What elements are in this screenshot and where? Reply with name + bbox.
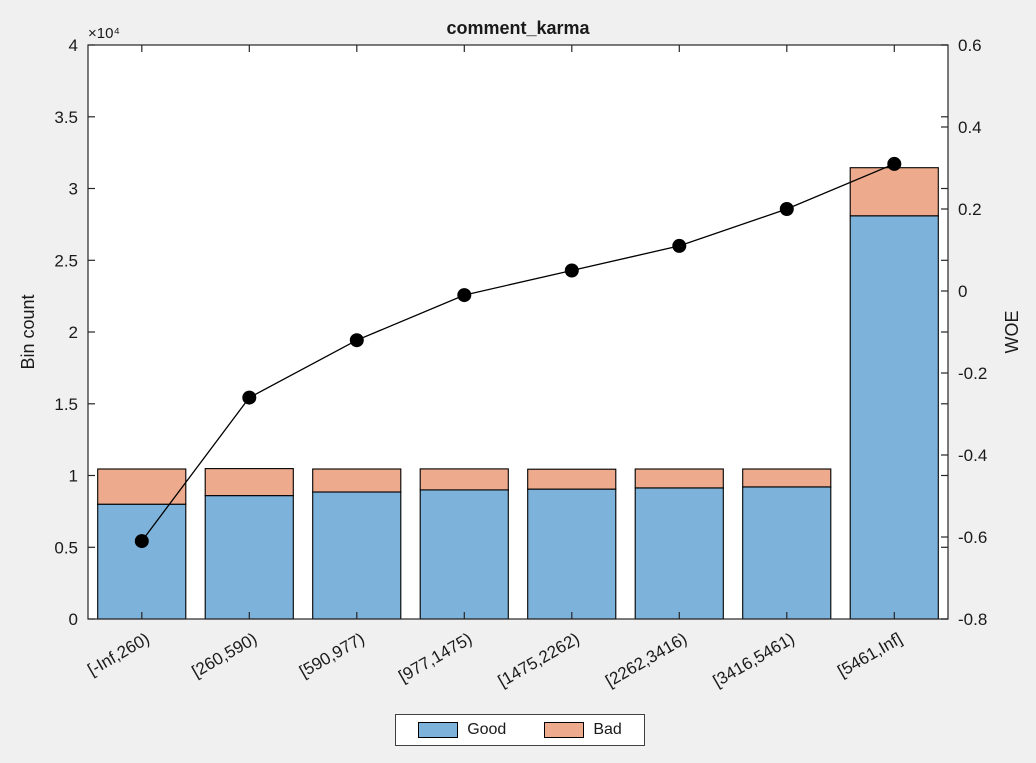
bar-segment-bad-0 bbox=[97, 468, 187, 505]
x-category-label-3: [977,1475) bbox=[395, 629, 475, 686]
bar-segment-good-6 bbox=[742, 486, 832, 620]
right-tick-label-5: 0.2 bbox=[958, 200, 982, 219]
bar-segment-bad-2 bbox=[312, 468, 402, 493]
bar-segment-bad-6 bbox=[742, 468, 832, 488]
legend-label-bad: Bad bbox=[593, 721, 622, 738]
left-tick-label-0: 0 bbox=[69, 610, 78, 629]
bar-segment-good-5 bbox=[634, 487, 724, 620]
right-tick-label-3: -0.2 bbox=[958, 364, 987, 383]
legend-label-good: Good bbox=[467, 721, 507, 738]
right-tick-label-2: -0.4 bbox=[958, 446, 987, 465]
woe-point-3 bbox=[457, 288, 472, 303]
bar-segment-bad-7 bbox=[849, 167, 939, 217]
right-tick-label-4: 0 bbox=[958, 282, 967, 301]
bad-swatch-icon bbox=[544, 722, 585, 738]
right-tick-label-6: 0.4 bbox=[958, 118, 982, 137]
woe-line-group bbox=[134, 156, 902, 549]
left-tick-label-6: 3 bbox=[69, 180, 78, 199]
x-category-label-7: [5461,Inf] bbox=[834, 629, 905, 681]
left-tick-label-8: 4 bbox=[69, 36, 78, 55]
x-category-label-0: [-Inf,260) bbox=[84, 629, 152, 679]
bar-segment-good-3 bbox=[419, 489, 509, 620]
stacked-bars-group bbox=[97, 167, 939, 620]
bar-segment-good-2 bbox=[312, 491, 402, 620]
left-tick-label-7: 3.5 bbox=[54, 108, 78, 127]
left-axis-label: Bin count bbox=[18, 294, 38, 369]
legend-entry-bad[interactable]: Bad bbox=[544, 721, 622, 739]
bar-segment-good-0 bbox=[97, 503, 187, 620]
right-axis-label: WOE bbox=[1002, 311, 1022, 354]
bar-segment-bad-4 bbox=[527, 468, 617, 490]
woe-point-6 bbox=[779, 202, 794, 216]
legend-entry-good[interactable]: Good bbox=[418, 721, 506, 739]
bar-segment-good-7 bbox=[849, 215, 939, 620]
woe-point-4 bbox=[564, 263, 579, 278]
bar-segment-bad-3 bbox=[419, 468, 509, 491]
left-tick-label-1: 0.5 bbox=[54, 538, 78, 557]
x-category-label-1: [260,590) bbox=[189, 629, 261, 681]
bar-segment-good-4 bbox=[527, 488, 617, 620]
woe-line bbox=[141, 163, 895, 542]
bar-segment-bad-5 bbox=[634, 468, 724, 489]
right-tick-label-7: 0.6 bbox=[958, 36, 982, 55]
woe-point-5 bbox=[672, 238, 687, 253]
bar-segment-good-1 bbox=[204, 495, 294, 620]
woe-point-1 bbox=[242, 390, 257, 405]
chart-title: comment_karma bbox=[446, 18, 590, 38]
left-axis-multiplier: ×10⁴ bbox=[88, 25, 120, 42]
right-tick-label-0: -0.8 bbox=[958, 610, 987, 629]
right-tick-label-1: -0.6 bbox=[958, 528, 987, 547]
axis-ticks-group bbox=[88, 44, 948, 620]
bar-segment-bad-1 bbox=[204, 468, 294, 497]
woe-point-0 bbox=[134, 534, 149, 549]
x-category-label-4: [1475,2262) bbox=[495, 629, 583, 691]
x-category-label-6: [3416,5461) bbox=[710, 629, 798, 691]
left-tick-label-2: 1 bbox=[69, 467, 78, 486]
good-swatch-icon bbox=[418, 722, 459, 738]
woe-point-7 bbox=[887, 156, 902, 171]
left-tick-label-5: 2.5 bbox=[54, 251, 78, 270]
left-tick-label-4: 2 bbox=[69, 323, 78, 342]
x-category-label-5: [2262,3416) bbox=[602, 629, 690, 691]
legend: Good Bad bbox=[395, 714, 645, 746]
woe-point-2 bbox=[349, 333, 364, 348]
x-category-label-2: [590,977) bbox=[296, 629, 368, 681]
left-tick-label-3: 1.5 bbox=[54, 395, 78, 414]
